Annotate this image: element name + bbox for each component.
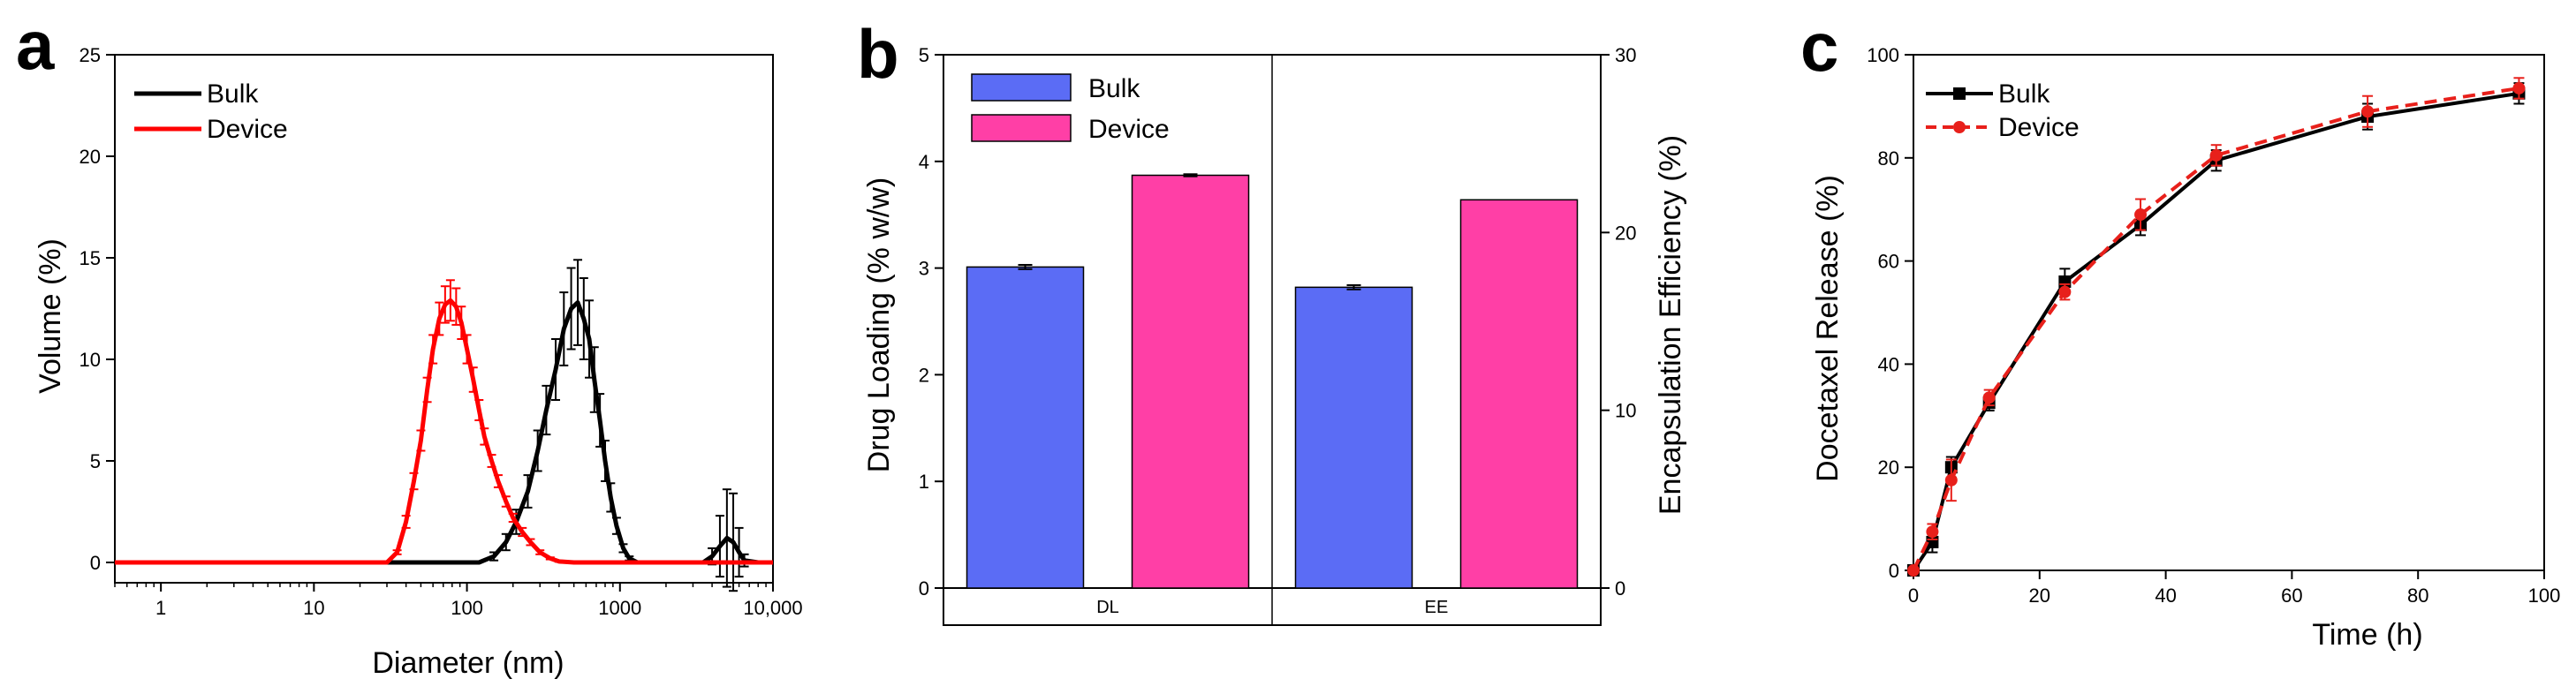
panel-b-ytick-label: 1: [919, 471, 929, 493]
panel-a-ylabel: Volume (%): [34, 238, 67, 394]
panel-a-xtick-label: 1: [155, 597, 166, 619]
panel-b-ytick-label: 4: [919, 151, 929, 173]
panel-b-legend-swatch: [971, 114, 1072, 142]
panel-c-legend-label: Bulk: [1998, 79, 2050, 109]
panel-a-xtick-label: 10,000: [743, 597, 802, 619]
panel-b-ytick-right-label: 20: [1615, 222, 1636, 244]
panel-a-xtick-label: 1000: [598, 597, 641, 619]
panel-a-ytick-label: 10: [80, 349, 101, 371]
panel-a-ytick-label: 5: [90, 450, 101, 472]
panel-c-xtick-label: 80: [2407, 585, 2428, 607]
panel-a-xtick-label: 10: [303, 597, 324, 619]
panel-c-series-1-marker: [1907, 564, 1920, 577]
panel-a-frame: [114, 54, 774, 584]
panel-letter-c: c: [1800, 8, 1838, 86]
panel-c-series-1-marker: [2512, 81, 2526, 94]
panel-a-ytick-label: 25: [80, 44, 101, 66]
panel-c-series-1-marker: [2134, 208, 2148, 222]
panel-c-chart: 0 20 40 60 80 100 0 20 40 60 80 100 Bulk Device: [1867, 44, 2560, 607]
panel-a-series-1-line: [115, 298, 773, 565]
panel-c-legend-marker: [1953, 121, 1966, 133]
panel-c-legend-marker: [1953, 87, 1966, 100]
panel-b-ytick-right-label: 30: [1615, 44, 1636, 66]
panel-a-xlabel: Diameter (nm): [372, 646, 564, 680]
panel-a-xtick-label: 100: [451, 597, 483, 619]
panel-b-category-label: EE: [1425, 598, 1449, 617]
panel-c-ytick-label: 0: [1889, 560, 1899, 582]
panel-c-series-1-marker: [1944, 473, 1958, 487]
panel-c-series-1-marker: [2209, 148, 2223, 162]
panel-b-ylabel: Drug Loading (% w/w): [862, 177, 896, 472]
panel-a-ytick-label: 15: [80, 247, 101, 269]
panel-c-ytick-label: 40: [1878, 353, 1899, 375]
panel-c-ylabel: Docetaxel Release (%): [1811, 175, 1845, 482]
panel-b-ytick-label: 0: [919, 577, 929, 600]
panel-c-ytick-label: 100: [1867, 44, 1899, 66]
panel-letter-b: b: [857, 15, 899, 93]
panel-b-ytick-label: 5: [919, 44, 929, 66]
panel-c-ytick-label: 60: [1878, 251, 1899, 273]
panel-c-frame: [1913, 54, 2545, 571]
panel-b-ytick-label: 2: [919, 364, 929, 386]
panel-c-series-1-marker: [1982, 391, 1996, 404]
panel-c-xtick-label: 20: [2029, 585, 2050, 607]
panel-c-xtick-label: 40: [2155, 585, 2176, 607]
panel-b-ylabel-right: Encapsulation Efficiency (%): [1654, 135, 1687, 515]
panel-c-legend-label: Device: [1998, 113, 2080, 142]
panel-b-ytick-right-label: 10: [1615, 400, 1636, 422]
panel-b-legend-label: Bulk: [1088, 74, 1140, 103]
panel-c-xlabel: Time (h): [2312, 618, 2422, 652]
panel-b-bar-DL-0: [966, 266, 1085, 589]
panel-b-legend-label: Device: [1088, 115, 1170, 144]
panel-c-xtick-label: 0: [1908, 585, 1919, 607]
panel-b-bar-EE-0: [1294, 286, 1413, 589]
panel-b-ytick-right-label: 0: [1615, 577, 1625, 600]
panel-a-ytick-label: 20: [80, 146, 101, 168]
panel-b-bar-EE-1: [1459, 199, 1579, 589]
panel-c-xtick-label: 100: [2528, 585, 2561, 607]
panel-b-bar-DL-1: [1131, 174, 1250, 589]
panel-a-legend-label: Device: [207, 115, 288, 144]
panel-b-chart: 0 1 2 3 4 5 0 10 20 30 DL EE Bulk Device: [919, 44, 1636, 626]
panel-a-chart: 1 10 100 1000 10,000 0 5 10 15 20 25 Bulk Device: [80, 44, 803, 619]
panel-b-legend-swatch: [971, 73, 1072, 102]
panel-c-ytick-label: 20: [1878, 456, 1899, 479]
panel-a-ytick-label: 0: [90, 552, 101, 574]
panel-c-xtick-label: 60: [2281, 585, 2302, 607]
panel-c-series-1-marker: [1926, 525, 1939, 539]
panel-letter-a: a: [16, 6, 55, 84]
panel-a-legend-label: Bulk: [207, 79, 259, 109]
panel-c-series-1-marker: [2058, 285, 2072, 298]
panel-c-series-1-marker: [2361, 105, 2375, 118]
panel-b-ytick-label: 3: [919, 258, 929, 280]
panel-b-category-label: DL: [1096, 598, 1119, 617]
panel-c-ytick-label: 80: [1878, 147, 1899, 170]
